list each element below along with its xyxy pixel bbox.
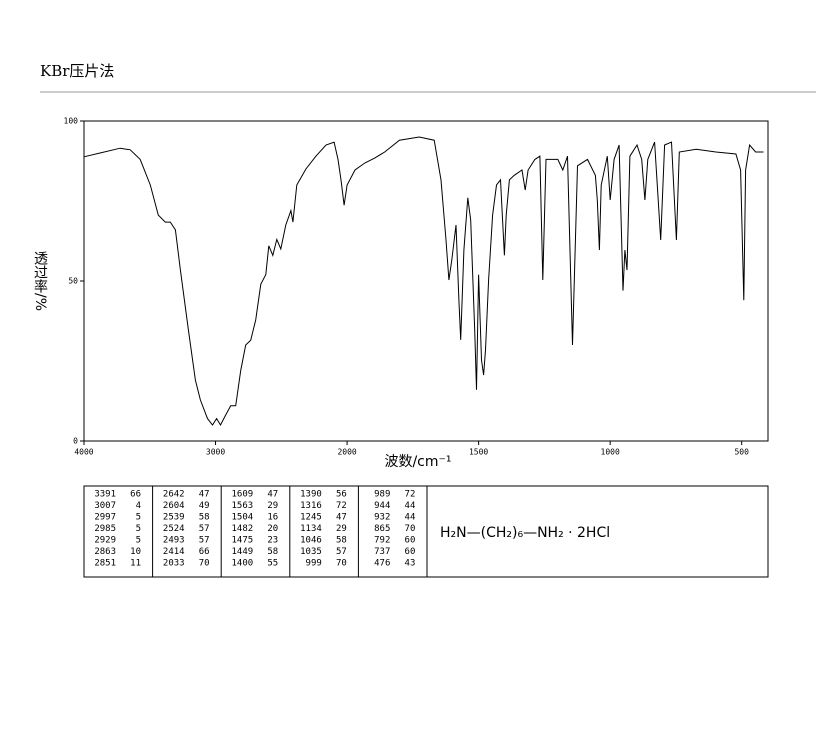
peak-transmittance: 55 (267, 559, 278, 569)
peak-transmittance: 66 (130, 490, 141, 500)
peak-transmittance: 70 (405, 524, 416, 534)
peak-wavenumber: 2604 (163, 501, 185, 511)
peak-transmittance: 29 (336, 524, 347, 534)
x-tick-label: 1000 (601, 448, 620, 457)
peak-wavenumber: 2414 (163, 547, 185, 557)
peak-transmittance: 60 (405, 536, 416, 546)
peak-wavenumber: 1563 (232, 501, 254, 511)
peak-transmittance: 11 (130, 559, 141, 569)
peak-wavenumber: 2997 (94, 513, 116, 523)
peak-wavenumber: 944 (374, 501, 390, 511)
y-tick-label: 0 (73, 437, 78, 446)
peak-wavenumber: 2851 (94, 559, 116, 569)
peak-wavenumber: 1400 (232, 559, 254, 569)
y-axis-label: 透过率/% (32, 251, 48, 311)
peak-transmittance: 58 (199, 513, 210, 523)
y-tick-label: 100 (64, 117, 79, 126)
peak-transmittance: 44 (405, 501, 416, 511)
peak-wavenumber: 2642 (163, 490, 185, 500)
peak-transmittance: 60 (405, 547, 416, 557)
x-tick-label: 2000 (337, 448, 356, 457)
peak-wavenumber: 1482 (232, 524, 254, 534)
peak-transmittance: 23 (267, 536, 278, 546)
peak-transmittance: 70 (199, 559, 210, 569)
peak-wavenumber: 989 (374, 490, 390, 500)
formula: H₂N—(CH₂)₆—NH₂ · 2HCl (440, 525, 610, 541)
peak-transmittance: 5 (136, 536, 141, 546)
peak-wavenumber: 1390 (300, 490, 322, 500)
peak-transmittance: 43 (405, 559, 416, 569)
peak-wavenumber: 1134 (300, 524, 322, 534)
peak-wavenumber: 2493 (163, 536, 185, 546)
header-title: KBr压片法 (40, 62, 114, 80)
peak-transmittance: 47 (199, 490, 210, 500)
peak-transmittance: 44 (405, 513, 416, 523)
peak-wavenumber: 3007 (94, 501, 116, 511)
peak-transmittance: 20 (267, 524, 278, 534)
x-tick-label: 500 (734, 448, 749, 457)
peak-wavenumber: 2524 (163, 524, 185, 534)
peak-transmittance: 57 (336, 547, 347, 557)
peak-wavenumber: 2985 (94, 524, 116, 534)
y-tick-label: 50 (68, 277, 78, 286)
x-axis-label: 波数/cm⁻¹ (384, 454, 451, 470)
peak-transmittance: 5 (136, 513, 141, 523)
plot-frame (83, 120, 769, 442)
peak-wavenumber: 999 (306, 559, 322, 569)
peak-wavenumber: 1316 (300, 501, 322, 511)
peak-wavenumber: 932 (374, 513, 390, 523)
peak-transmittance: 5 (136, 524, 141, 534)
spectrum-line (83, 136, 764, 427)
x-tick-label: 4000 (74, 448, 93, 457)
peak-wavenumber: 2929 (94, 536, 116, 546)
peak-transmittance: 47 (267, 490, 278, 500)
peak-wavenumber: 1245 (300, 513, 322, 523)
peak-transmittance: 57 (199, 536, 210, 546)
peak-wavenumber: 737 (374, 547, 390, 557)
peak-wavenumber: 1504 (232, 513, 254, 523)
peak-wavenumber: 2539 (163, 513, 185, 523)
peak-wavenumber: 2863 (94, 547, 116, 557)
peak-transmittance: 16 (267, 513, 278, 523)
peak-transmittance: 56 (336, 490, 347, 500)
peak-transmittance: 58 (336, 536, 347, 546)
peak-wavenumber: 1035 (300, 547, 322, 557)
peak-transmittance: 10 (130, 547, 141, 557)
peak-wavenumber: 476 (374, 559, 390, 569)
peak-transmittance: 72 (405, 490, 416, 500)
peak-wavenumber: 1449 (232, 547, 254, 557)
x-tick-label: 3000 (206, 448, 225, 457)
peak-transmittance: 47 (336, 513, 347, 523)
peak-wavenumber: 1609 (232, 490, 254, 500)
peak-transmittance: 72 (336, 501, 347, 511)
peak-wavenumber: 1046 (300, 536, 322, 546)
peak-transmittance: 29 (267, 501, 278, 511)
peak-transmittance: 4 (136, 501, 141, 511)
peak-transmittance: 70 (336, 559, 347, 569)
peak-wavenumber: 3391 (94, 490, 116, 500)
peak-wavenumber: 865 (374, 524, 390, 534)
table-frame (83, 485, 769, 578)
peak-transmittance: 58 (267, 547, 278, 557)
peak-transmittance: 66 (199, 547, 210, 557)
x-tick-label: 1500 (469, 448, 488, 457)
peak-transmittance: 57 (199, 524, 210, 534)
peak-wavenumber: 792 (374, 536, 390, 546)
peak-wavenumber: 2033 (163, 559, 185, 569)
peak-wavenumber: 1475 (232, 536, 254, 546)
peak-transmittance: 49 (199, 501, 210, 511)
